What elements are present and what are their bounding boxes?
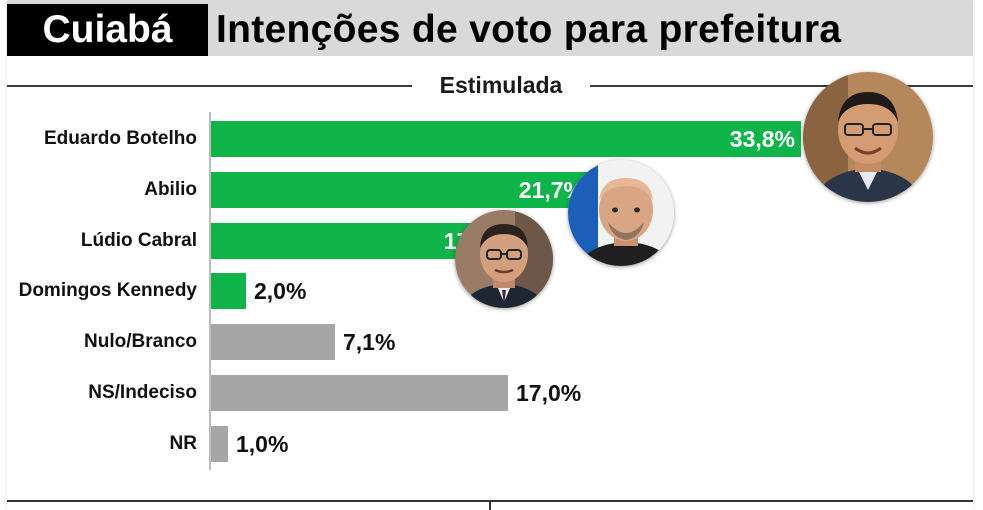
category-label: Nulo/Branco xyxy=(84,331,197,352)
value-label: 17,0% xyxy=(516,380,582,406)
category-label: Domingos Kennedy xyxy=(18,280,197,301)
bar xyxy=(211,273,246,309)
bar xyxy=(211,172,590,208)
bar xyxy=(211,375,508,411)
eduardo-botelho-photo xyxy=(803,72,933,202)
bar xyxy=(211,426,228,462)
category-label: Lúdio Cabral xyxy=(80,230,197,251)
category-axis xyxy=(209,112,211,470)
category-label: Abilio xyxy=(144,179,197,200)
category-label: NR xyxy=(169,433,197,454)
category-label: Eduardo Botelho xyxy=(43,128,197,149)
bar xyxy=(211,121,801,157)
value-label: 1,0% xyxy=(236,431,289,457)
value-label: 2,0% xyxy=(254,278,307,304)
value-label: 21,7% xyxy=(518,177,584,203)
ludio-cabral-photo xyxy=(455,210,553,308)
chart-subtitle: Estimulada xyxy=(412,70,590,100)
city-label: Cuiabá xyxy=(7,4,208,56)
chart-title: Intenções de voto para prefeitura xyxy=(216,8,842,51)
bar xyxy=(211,324,335,360)
footer-divider-tick xyxy=(489,500,491,510)
abilio-photo xyxy=(568,160,674,266)
value-label: 7,1% xyxy=(343,329,396,355)
value-label: 33,8% xyxy=(729,126,795,152)
category-label: NS/Indeciso xyxy=(88,382,197,403)
